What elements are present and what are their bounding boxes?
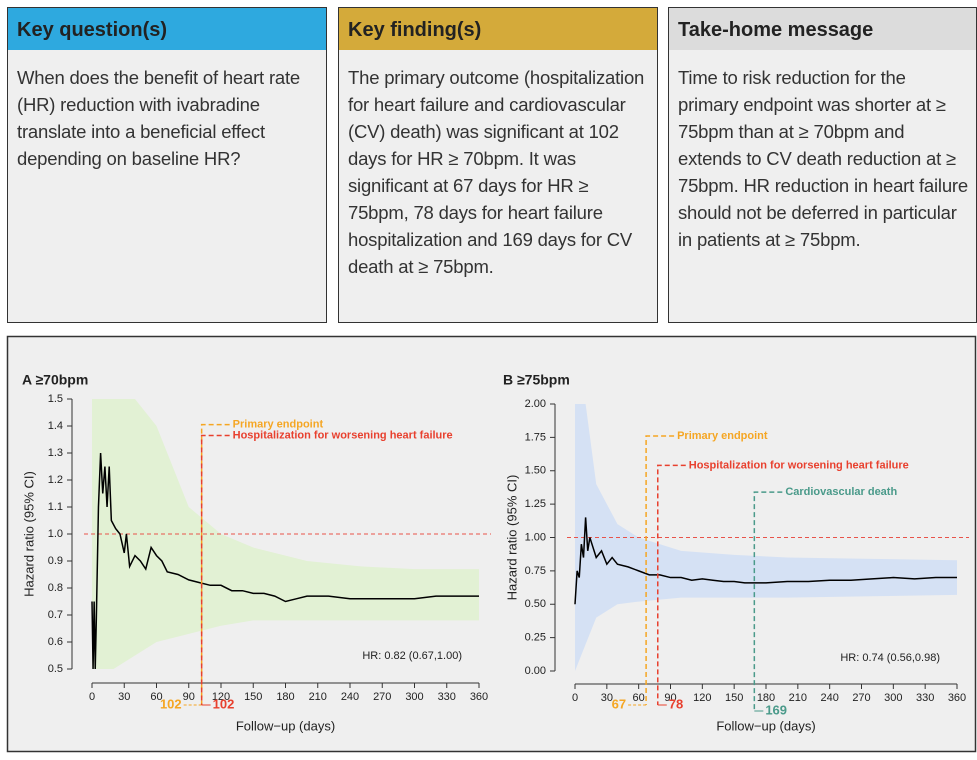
- x-tick-label: 0: [572, 692, 578, 704]
- hr-text: HR: 0.82 (0.67,1.00): [362, 650, 462, 662]
- x-axis-label: Follow−up (days): [716, 718, 815, 733]
- y-tick-label: 0.8: [48, 582, 63, 594]
- panel: Key finding(s) The primary outcome (hospi…: [338, 7, 658, 323]
- y-axis-label: Hazard ratio (95% CI): [504, 475, 519, 601]
- annotation-label: Primary endpoint: [233, 419, 324, 431]
- y-tick-label: 2.00: [525, 398, 546, 410]
- y-tick-label: 1.5: [48, 393, 63, 405]
- y-tick-label: 0.9: [48, 555, 63, 567]
- annotation-line: [657, 464, 686, 705]
- y-tick-label: 0.7: [48, 609, 63, 621]
- panel-title: Key question(s): [8, 8, 326, 50]
- x-tick-label: 180: [757, 692, 775, 704]
- x-tick-label: 360: [470, 691, 488, 703]
- panel: Take-home message Time to risk reduction …: [668, 7, 977, 323]
- y-tick-label: 0.00: [525, 665, 546, 677]
- x-tick-label: 330: [438, 691, 456, 703]
- y-tick-label: 0.50: [525, 598, 546, 610]
- annotation-x-label: 102: [160, 696, 182, 711]
- chart-title: A ≥70bpm: [22, 372, 88, 388]
- x-tick-label: 120: [212, 691, 230, 703]
- hr-line: [574, 517, 957, 605]
- y-tick-label: 1.00: [525, 531, 546, 543]
- y-tick-label: 1.25: [525, 498, 546, 510]
- y-tick-label: 1.0: [48, 528, 63, 540]
- x-tick-label: 360: [948, 692, 966, 704]
- x-tick-label: 330: [916, 692, 934, 704]
- x-tick-label: 180: [276, 691, 294, 703]
- x-tick-label: 150: [244, 691, 262, 703]
- x-tick-label: 60: [633, 692, 645, 704]
- x-tick-label: 240: [341, 691, 359, 703]
- annotation-x-label: 169: [765, 702, 787, 717]
- y-axis-label: Hazard ratio (95% CI): [21, 471, 36, 597]
- x-tick-label: 300: [884, 692, 902, 704]
- annotation-x-label: 102: [213, 696, 235, 711]
- x-tick-label: 90: [664, 692, 676, 704]
- x-tick-label: 300: [405, 691, 423, 703]
- panel-text: When does the benefit of heart rate (HR)…: [17, 67, 301, 169]
- x-tick-label: 90: [183, 691, 195, 703]
- hr-line: [91, 452, 479, 670]
- y-tick-label: 1.75: [525, 431, 546, 443]
- x-axis-label: Follow−up (days): [236, 718, 335, 733]
- x-tick-label: 150: [725, 692, 743, 704]
- panel-title: Key finding(s): [339, 8, 657, 50]
- x-tick-label: 60: [150, 691, 162, 703]
- annotation-label: Primary endpoint: [677, 430, 768, 442]
- chart-title: B ≥75bpm: [503, 372, 570, 388]
- annotation-label: Hospitalization for worsening heart fail…: [689, 459, 909, 471]
- panel-title: Take-home message: [669, 8, 976, 50]
- x-tick-label: 210: [309, 691, 327, 703]
- x-tick-label: 30: [601, 692, 613, 704]
- y-tick-label: 1.50: [525, 465, 546, 477]
- annotation-line: [645, 435, 675, 705]
- x-tick-label: 270: [852, 692, 870, 704]
- y-tick-label: 0.6: [48, 636, 63, 648]
- y-tick-label: 0.5: [48, 663, 63, 675]
- y-tick-label: 1.4: [48, 420, 63, 432]
- x-tick-label: 0: [89, 691, 95, 703]
- annotation-line: [200, 423, 230, 705]
- y-tick-label: 1.2: [48, 474, 63, 486]
- panel-text: Time to risk reduction for the primary e…: [678, 67, 968, 250]
- x-tick-label: 210: [789, 692, 807, 704]
- y-tick-label: 1.3: [48, 447, 63, 459]
- y-tick-label: 1.1: [48, 501, 63, 513]
- annotation-x-label: 67: [612, 696, 626, 711]
- panel-text: The primary outcome (hospitalization for…: [348, 67, 645, 277]
- ci-band: [92, 399, 479, 669]
- x-tick-label: 270: [373, 691, 391, 703]
- hr-text: HR: 0.74 (0.56,0.98): [840, 652, 940, 664]
- x-tick-label: 120: [693, 692, 711, 704]
- annotation-x-label: 78: [669, 696, 683, 711]
- annotation-line: [200, 434, 230, 705]
- y-tick-label: 0.75: [525, 565, 546, 577]
- y-tick-label: 0.25: [525, 632, 546, 644]
- annotation-label: Cardiovascular death: [785, 486, 897, 498]
- x-tick-label: 240: [820, 692, 838, 704]
- annotation-label: Hospitalization for worsening heart fail…: [233, 429, 453, 441]
- x-tick-label: 30: [118, 691, 130, 703]
- annotation-line: [753, 491, 783, 711]
- panel: Key question(s) When does the benefit of …: [7, 7, 327, 323]
